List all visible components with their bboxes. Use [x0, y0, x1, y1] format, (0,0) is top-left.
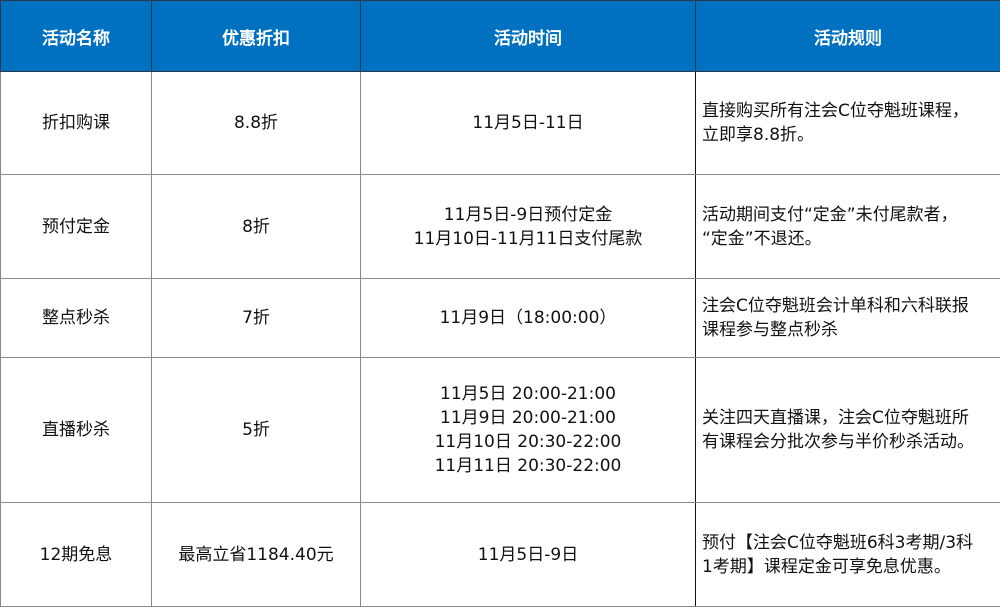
discount-cell-line: 7折 — [156, 306, 356, 330]
discount-cell: 最高立省1184.40元 — [152, 503, 361, 607]
activity-time-cell-line: 11月5日-11日 — [365, 111, 691, 135]
activity-time-cell-line: 11月9日（18:00:00） — [365, 306, 691, 330]
discount-cell-line: 8.8折 — [156, 111, 356, 135]
activity-rule-cell: 直接购买所有注会C位夺魁班课程，立即享8.8折。 — [696, 72, 1000, 175]
activity-rule-cell-line: 直接购买所有注会C位夺魁班课程， — [702, 99, 996, 123]
activity-time-cell-line: 11月11日 20:30-22:00 — [365, 454, 691, 478]
activity-time-cell-line: 11月10日-11月11日支付尾款 — [365, 227, 691, 251]
header-discount: 优惠折扣 — [152, 1, 361, 72]
activity-name-cell-line: 折扣购课 — [5, 111, 147, 135]
discount-cell: 8折 — [152, 175, 361, 279]
activity-rule-cell: 关注四天直播课，注会C位夺魁班所有课程会分批次参与半价秒杀活动。 — [696, 358, 1000, 503]
activity-rule-cell-line: 注会C位夺魁班会计单科和六科联报 — [702, 294, 996, 318]
activity-rule-cell-line: “定金”不退还。 — [702, 227, 996, 251]
discount-cell: 5折 — [152, 358, 361, 503]
activity-name-cell-line: 直播秒杀 — [5, 418, 147, 442]
activity-time-cell: 11月9日（18:00:00） — [361, 279, 696, 358]
activity-name-cell: 折扣购课 — [1, 72, 152, 175]
activity-name-cell: 直播秒杀 — [1, 358, 152, 503]
header-activity-time: 活动时间 — [361, 1, 696, 72]
activity-rule-cell: 活动期间支付“定金”未付尾款者，“定金”不退还。 — [696, 175, 1000, 279]
discount-cell-line: 5折 — [156, 418, 356, 442]
activity-time-cell: 11月5日-11日 — [361, 72, 696, 175]
discount-cell: 8.8折 — [152, 72, 361, 175]
activity-time-cell-line: 11月9日 20:00-21:00 — [365, 406, 691, 430]
activity-rule-cell-line: 立即享8.8折。 — [702, 123, 996, 147]
discount-cell-line: 8折 — [156, 215, 356, 239]
activity-name-cell-line: 12期免息 — [5, 543, 147, 567]
activity-rule-cell-line: 活动期间支付“定金”未付尾款者， — [702, 203, 996, 227]
activity-time-cell: 11月5日-9日 — [361, 503, 696, 607]
activity-name-cell: 整点秒杀 — [1, 279, 152, 358]
activity-rule-cell-line: 1考期】课程定金可享免息优惠。 — [702, 555, 996, 579]
activity-name-cell-line: 预付定金 — [5, 215, 147, 239]
discount-cell-line: 最高立省1184.40元 — [156, 543, 356, 567]
activity-rule-cell-line: 关注四天直播课，注会C位夺魁班所 — [702, 406, 996, 430]
table-row: 12期免息最高立省1184.40元 11月5日-9日预付【注会C位夺魁班6科3考期… — [1, 503, 1000, 607]
activity-name-cell: 12期免息 — [1, 503, 152, 607]
discount-cell: 7折 — [152, 279, 361, 358]
header-activity-rule: 活动规则 — [696, 1, 1000, 72]
activity-name-cell-line: 整点秒杀 — [5, 306, 147, 330]
header-activity-name: 活动名称 — [1, 1, 152, 72]
table-row: 折扣购课 8.8折 11月5日-11日直接购买所有注会C位夺魁班课程，立即享8.8折… — [1, 72, 1000, 175]
activity-rule-cell: 注会C位夺魁班会计单科和六科联报课程参与整点秒杀 — [696, 279, 1000, 358]
activity-rule-cell-line: 预付【注会C位夺魁班6科3考期/3科 — [702, 531, 996, 555]
activity-time-cell-line: 11月10日 20:30-22:00 — [365, 430, 691, 454]
table-header-row: 活动名称 优惠折扣 活动时间 活动规则 — [1, 1, 1000, 72]
activity-name-cell: 预付定金 — [1, 175, 152, 279]
activity-time-cell-line: 11月5日 20:00-21:00 — [365, 382, 691, 406]
activity-time-cell-line: 11月5日-9日预付定金 — [365, 203, 691, 227]
activity-rule-cell-line: 有课程会分批次参与半价秒杀活动。 — [702, 430, 996, 454]
activity-time-cell-line: 11月5日-9日 — [365, 543, 691, 567]
activity-rule-cell-line: 课程参与整点秒杀 — [702, 318, 996, 342]
